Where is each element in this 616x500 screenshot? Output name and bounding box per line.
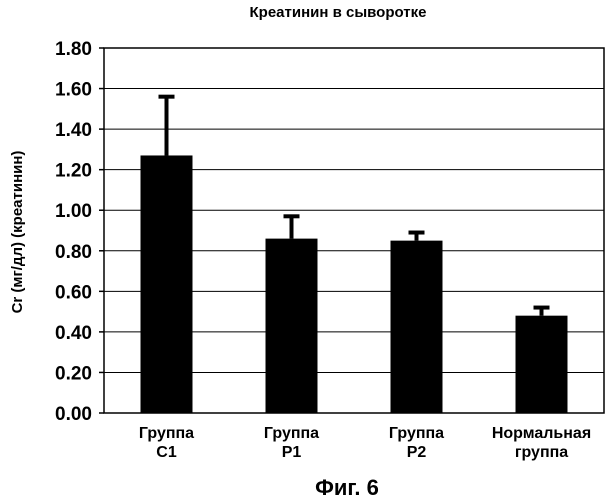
y-tick-label: 0.60 [55, 282, 92, 303]
y-axis-ticks: 0.00 0.20 0.40 0.60 0.80 1.00 1.20 1.40 1.60 1.80 [55, 39, 104, 425]
figure-caption: Фиг. 6 [315, 475, 379, 500]
y-tick-label: 0.40 [55, 323, 92, 344]
bar [266, 239, 318, 413]
x-category-label: Группа [389, 425, 444, 442]
bar [516, 316, 568, 413]
y-tick-label: 1.40 [55, 120, 92, 141]
x-category-label: группа [515, 444, 568, 461]
x-category-label: Группа [264, 425, 319, 442]
y-tick-label: 1.60 [55, 80, 92, 101]
bar [391, 241, 443, 413]
x-category-label: P2 [407, 444, 427, 461]
chart: Креатинин в сыворотке Cr (мг/дл) (креати… [0, 0, 616, 500]
bar [141, 155, 193, 413]
y-tick-label: 1.80 [55, 39, 92, 60]
y-tick-label: 0.00 [55, 404, 92, 425]
x-category-label: C1 [156, 444, 177, 461]
y-tick-label: 1.20 [55, 161, 92, 182]
y-tick-label: 1.00 [55, 201, 92, 222]
y-axis-title: Cr (мг/дл) (креатинин) [9, 151, 26, 314]
y-tick-label: 0.20 [55, 363, 92, 384]
bars [141, 155, 568, 413]
chart-title: Креатинин в сыворотке [250, 4, 427, 21]
x-category-label: Нормальная [492, 425, 591, 442]
x-category-label: Группа [139, 425, 194, 442]
y-tick-label: 0.80 [55, 242, 92, 263]
x-axis-labels: Группа C1 Группа P1 Группа P2 Нормальная группа [139, 425, 591, 461]
x-category-label: P1 [282, 444, 302, 461]
